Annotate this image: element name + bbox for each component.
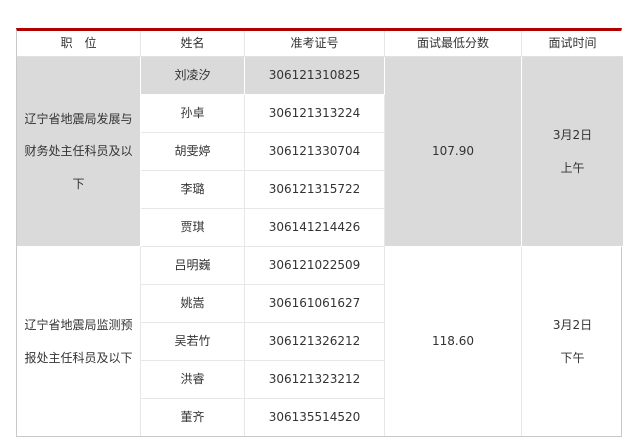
table-row: 孙卓 306121313224 [17,95,623,133]
exam-id-cell: 306121022509 [245,247,385,285]
min-score-cell: 107.90 [385,57,522,247]
interview-results-table: 职 位 姓名 准考证号 面试最低分数 面试时间 辽宁省地震局发展与财务处主任科员… [17,31,623,436]
header-name: 姓名 [141,31,245,57]
interview-time-period: 下午 [560,350,585,365]
table-row: 辽宁省地震局监测预报处主任科员及以下 吕明巍 306121022509 118.60 3… [17,247,623,436]
exam-id-cell: 306161061627 [245,285,385,323]
header-min-score: 面试最低分数 [385,31,522,57]
interview-time-date: 3月2日 [552,128,593,143]
header-exam-id: 准考证号 [245,31,385,57]
position-cell: 辽宁省地震局发展与财务处主任科员及以下 [17,57,141,247]
name-cell: 吴若竹 [141,323,245,361]
table-row: 贾琪 306141214426 [17,209,623,247]
interview-results-table-wrap: 职 位 姓名 准考证号 面试最低分数 面试时间 辽宁省地震局发展与财务处主任科员… [16,28,623,437]
position-cell: 辽宁省地震局监测预报处主任科员及以下 [17,247,141,436]
exam-id-cell: 306121323212 [245,361,385,399]
table-row: 辽宁省地震局发展与财务处主任科员及以下 刘凌汐 306121310825 107.90… [17,57,623,247]
table-row: 董齐 306135514520 [17,399,623,436]
table-row: 姚嵩 306161061627 [17,285,623,323]
interview-time-period: 上午 [560,160,585,175]
interview-time-date: 3月2日 [552,318,593,333]
exam-id-cell: 306121313224 [245,95,385,133]
table-row: 吴若竹 306121326212 [17,323,623,361]
header-time: 面试时间 [522,31,623,57]
name-cell: 洪睿 [141,361,245,399]
name-cell: 刘凌汐 [141,57,245,95]
name-cell: 董齐 [141,399,245,436]
name-cell: 姚嵩 [141,285,245,323]
interview-time-cell: 3月2日上午 [522,57,623,247]
table-header: 职 位 姓名 准考证号 面试最低分数 面试时间 [17,31,623,57]
table-row: 李璐 306121315722 [17,171,623,209]
name-cell: 贾琪 [141,209,245,247]
name-cell: 胡雯婷 [141,133,245,171]
header-position: 职 位 [17,31,141,57]
exam-id-cell: 306121326212 [245,323,385,361]
interview-time-cell: 3月2日下午 [522,247,623,436]
exam-id-cell: 306121330704 [245,133,385,171]
name-cell: 李璐 [141,171,245,209]
exam-id-cell: 306135514520 [245,399,385,436]
min-score-cell: 118.60 [385,247,522,436]
table-row: 洪睿 306121323212 [17,361,623,399]
exam-id-cell: 306141214426 [245,209,385,247]
header-row: 职 位 姓名 准考证号 面试最低分数 面试时间 [17,31,623,57]
exam-id-cell: 306121310825 [245,57,385,95]
name-cell: 吕明巍 [141,247,245,285]
name-cell: 孙卓 [141,95,245,133]
exam-id-cell: 306121315722 [245,171,385,209]
table-body: 辽宁省地震局发展与财务处主任科员及以下 刘凌汐 306121310825 107.90… [17,57,623,436]
table-row: 胡雯婷 306121330704 [17,133,623,171]
